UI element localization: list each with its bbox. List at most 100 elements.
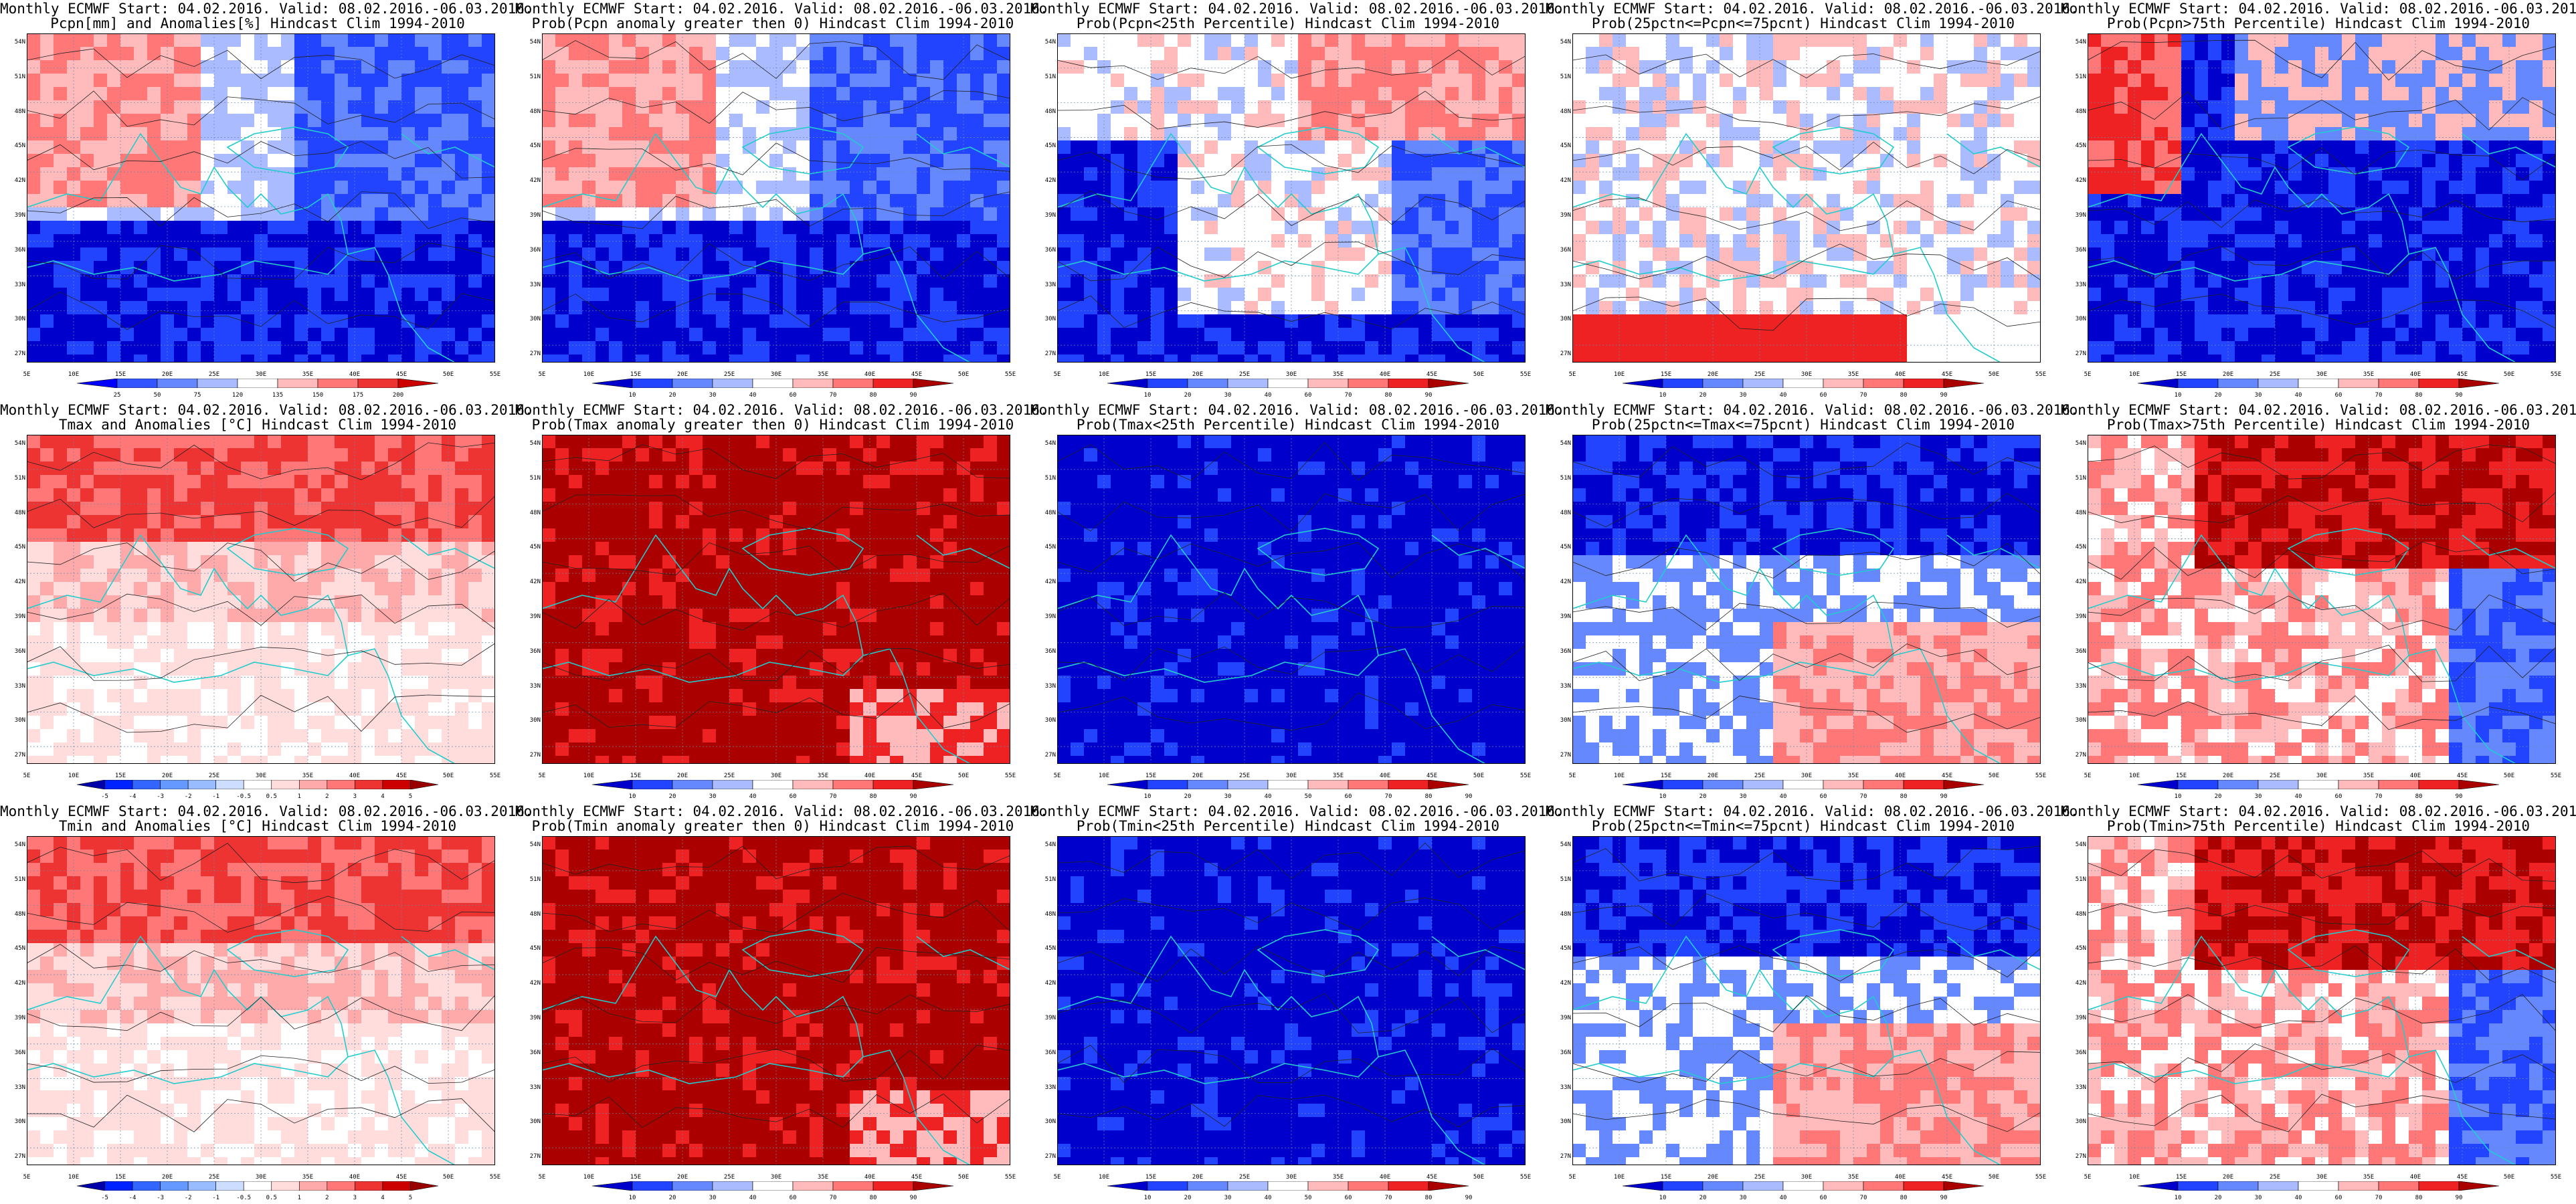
field-cell xyxy=(2462,355,2476,363)
field-cell xyxy=(1325,140,1339,155)
field-cell xyxy=(2435,87,2450,101)
field-cell xyxy=(1071,47,1085,61)
field-cell xyxy=(401,140,416,155)
field-cell xyxy=(335,274,349,288)
field-cell xyxy=(1786,247,1801,262)
field-cell xyxy=(415,448,429,462)
field-cell xyxy=(2195,74,2209,88)
field-cell xyxy=(783,181,797,195)
field-cell xyxy=(796,100,810,114)
field-cell xyxy=(1827,167,1841,181)
field-cell xyxy=(1773,288,1787,302)
field-cell xyxy=(2235,140,2249,155)
colorbar xyxy=(2138,379,2499,388)
field-cell xyxy=(80,60,94,74)
field-cell xyxy=(321,488,335,502)
field-cell xyxy=(214,488,228,502)
field-cell xyxy=(1987,100,2001,114)
field-cell xyxy=(930,114,944,128)
field-cell xyxy=(2101,140,2115,155)
field-cell xyxy=(943,207,957,221)
colorbar-tick-label: 90 xyxy=(909,392,917,399)
field-cell xyxy=(2328,355,2342,363)
field-cell xyxy=(107,154,121,168)
field-cell xyxy=(134,328,148,342)
field-cell xyxy=(2181,140,2195,155)
field-cell xyxy=(555,74,569,88)
lon-tick-label: 55E xyxy=(489,371,501,378)
field-cell xyxy=(1827,341,1841,355)
lat-tick-label: 33N xyxy=(529,281,541,288)
field-cell xyxy=(970,114,984,128)
field-cell xyxy=(1418,74,1433,88)
field-cell xyxy=(1773,100,1787,114)
map-frame xyxy=(542,33,1010,363)
field-cell xyxy=(569,154,583,168)
field-cell xyxy=(161,448,175,462)
field-cell xyxy=(27,247,41,262)
field-cell xyxy=(1800,194,1814,208)
field-cell xyxy=(375,127,389,141)
field-cell xyxy=(2342,100,2356,114)
field-cell xyxy=(201,127,215,141)
field-cell xyxy=(1773,154,1787,168)
field-cell xyxy=(468,288,482,302)
field-cell xyxy=(1639,140,1653,155)
field-cell xyxy=(2342,288,2356,302)
field-cell xyxy=(1679,33,1693,47)
field-cell xyxy=(1164,274,1178,288)
field-cell xyxy=(582,47,596,61)
field-cell xyxy=(2342,114,2356,128)
field-cell xyxy=(609,87,623,101)
field-cell xyxy=(970,288,984,302)
field-cell xyxy=(415,127,429,141)
field-cell xyxy=(1378,194,1392,208)
field-cell xyxy=(2355,181,2369,195)
field-cell xyxy=(294,127,308,141)
field-cell xyxy=(361,341,375,355)
field-cell xyxy=(1853,127,1867,141)
field-cell xyxy=(636,181,650,195)
field-cell xyxy=(1097,33,1111,47)
field-cell xyxy=(1706,100,1720,114)
field-cell xyxy=(1666,221,1680,235)
lon-tick-label: 20E xyxy=(2222,371,2234,378)
field-cell xyxy=(2409,60,2423,74)
field-cell xyxy=(1472,87,1486,101)
field-cell xyxy=(1338,87,1352,101)
field-cell xyxy=(401,462,416,476)
field-cell xyxy=(662,341,676,355)
field-cell xyxy=(890,154,904,168)
field-cell xyxy=(1586,207,1600,221)
field-cell xyxy=(756,33,770,47)
field-cell xyxy=(2154,140,2169,155)
field-cell xyxy=(903,194,917,208)
field-cell xyxy=(1499,114,1513,128)
colorbar-tick-label: 50 xyxy=(153,392,161,399)
colorbar-segment xyxy=(2138,379,2179,388)
field-cell xyxy=(2422,261,2436,275)
field-cell xyxy=(2476,74,2490,88)
field-cell xyxy=(94,207,108,221)
field-cell xyxy=(455,274,469,288)
field-cell xyxy=(569,74,583,88)
field-cell xyxy=(80,314,94,328)
field-cell xyxy=(348,33,362,47)
field-cell xyxy=(1827,207,1841,221)
field-cell xyxy=(241,435,255,449)
field-cell xyxy=(984,247,998,262)
field-cell xyxy=(2248,207,2262,221)
field-cell xyxy=(2382,140,2396,155)
field-cell xyxy=(348,274,362,288)
field-cell xyxy=(1164,33,1178,47)
field-cell xyxy=(1599,100,1613,114)
field-cell xyxy=(1405,355,1419,363)
field-cell xyxy=(67,33,81,47)
field-cell xyxy=(254,488,268,502)
field-cell xyxy=(2221,207,2235,221)
field-cell xyxy=(1445,314,1459,328)
field-cell xyxy=(1071,247,1085,262)
field-cell xyxy=(1311,341,1325,355)
field-cell xyxy=(850,221,864,235)
field-cell xyxy=(1760,274,1774,288)
